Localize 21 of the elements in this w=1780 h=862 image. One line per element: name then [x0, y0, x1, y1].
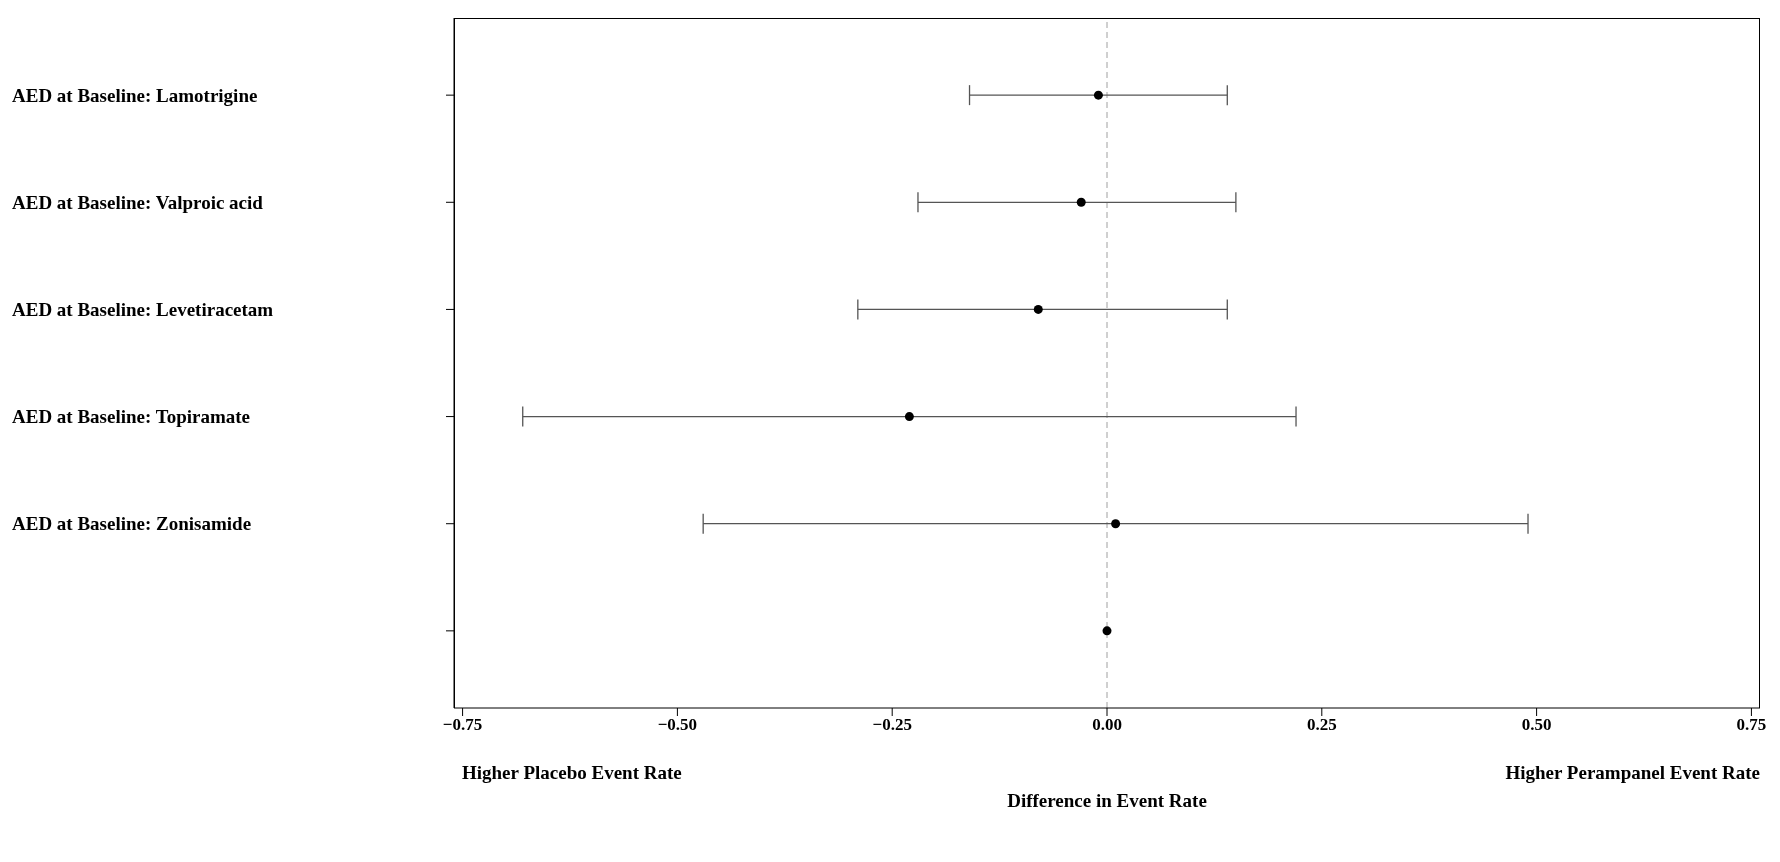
point	[1093, 90, 1103, 100]
x-tick-label: −0.75	[442, 715, 483, 735]
y-tick-label: AED at Baseline: Zonisamide	[12, 513, 252, 535]
text: Higher Perampanel Event Rate	[1505, 762, 1760, 784]
x-tick-label: 0.50	[1521, 715, 1552, 735]
point	[1102, 626, 1112, 636]
point	[1111, 519, 1121, 529]
point	[904, 412, 914, 422]
x-axis-title: Difference in Event Rate	[1006, 790, 1208, 812]
y-tick-label: AED at Baseline: Lamotrigine	[12, 84, 258, 106]
x-tick-label: 0.00	[1092, 715, 1122, 735]
x-tick-label: 0.75	[1736, 715, 1767, 735]
point	[1076, 197, 1086, 207]
x-tick-label: −0.25	[872, 715, 912, 735]
x-tick-label: 0.25	[1306, 715, 1337, 735]
y-tick-label: AED at Baseline: Levetiracetam	[12, 299, 274, 321]
x-tick-label: −0.50	[657, 715, 698, 735]
y-tick-label: AED at Baseline: Topiramate	[12, 406, 251, 428]
point	[1033, 304, 1043, 314]
y-tick-label: AED at Baseline: Valproic acid	[12, 192, 264, 214]
text: Higher Placebo Event Rate	[462, 762, 682, 784]
